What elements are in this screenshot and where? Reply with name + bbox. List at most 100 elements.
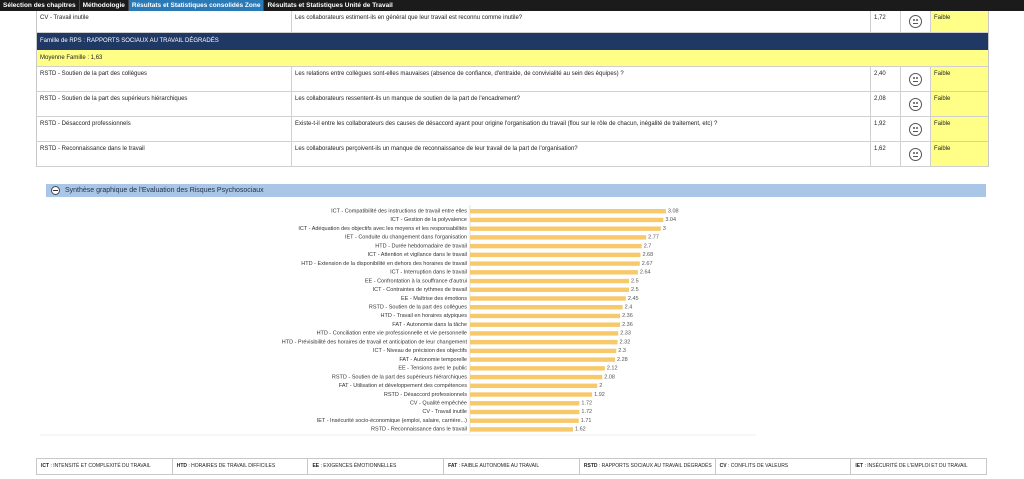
value-label: 2.7 (644, 243, 652, 249)
bar (470, 427, 574, 432)
bar (470, 235, 647, 240)
value-label: 2 (599, 383, 602, 389)
value-label: 2.5 (631, 278, 639, 284)
tab-resultats-unite[interactable]: Résultats et Statistiques Unité de Trava… (263, 0, 395, 11)
value-label: 2.33 (620, 331, 631, 337)
neutral-face-icon (909, 15, 922, 28)
row-question: Les collaborateurs estiment-ils en génér… (292, 11, 871, 32)
row-score: 2,08 (871, 92, 901, 116)
row-level: Faible (931, 142, 988, 166)
value-label: 2.36 (622, 322, 633, 328)
bar (470, 366, 605, 371)
row-level: Faible (931, 92, 988, 116)
value-label: 1.71 (581, 418, 592, 424)
bar (470, 331, 619, 336)
category-label: CV - Travail inutile (422, 409, 467, 415)
legend-item: EE : EXIGENCES ÉMOTIONNELLES (308, 459, 445, 474)
value-label: 2.12 (607, 366, 618, 372)
value-label: 2.3 (618, 348, 626, 354)
category-label: ICT - Adéquation des objectifs avec les … (298, 226, 467, 232)
table-row: RSTD - Soutien de la part des supérieurs… (37, 92, 988, 117)
category-label: IET - Conduite du changement dans l'orga… (345, 235, 467, 241)
face-cell (901, 117, 931, 141)
bar (470, 270, 638, 275)
value-label: 3.04 (665, 217, 676, 223)
value-label: 2.32 (620, 339, 631, 345)
row-item: RSTD - Reconnaissance dans le travail (37, 142, 292, 166)
category-label: HTD - Conciliation entre vie professionn… (317, 331, 467, 337)
row-level: Faible (931, 67, 988, 91)
bar (470, 305, 623, 310)
category-label: ICT - Niveau de précision des objectifs (373, 348, 467, 354)
top-navigation: Sélection des chapitres Méthodologie Rés… (0, 0, 1024, 11)
category-label: HTD - Extension de la disponibilité en d… (301, 261, 467, 267)
legend-item: ICT : INTENSITÉ ET COMPLEXITÉ DU TRAVAIL (37, 459, 173, 474)
value-label: 1.72 (581, 401, 592, 407)
category-label: ICT - Interruption dans le travail (390, 270, 467, 276)
tab-methodologie[interactable]: Méthodologie (78, 0, 128, 11)
value-label: 2.4 (625, 304, 633, 310)
category-label: HTD - Durée hebdomadaire de travail (375, 243, 467, 249)
neutral-face-icon (909, 97, 922, 111)
bar (470, 374, 603, 380)
bar (470, 401, 580, 406)
category-label: HTD - Travail en horaires atypiques (380, 313, 467, 319)
table-row: RSTD - Désaccord professionnels Existe-t… (37, 117, 988, 142)
value-label: 2.64 (640, 270, 651, 276)
category-label: FAT - Autonomie dans la tâche (392, 322, 467, 328)
value-label: 1.72 (581, 409, 592, 415)
row-level: Faible (931, 11, 988, 32)
bar (470, 322, 621, 327)
value-label: 2.28 (617, 357, 628, 363)
bar (470, 278, 629, 284)
neutral-face-icon (909, 122, 922, 136)
row-item: CV - Travail inutile (37, 11, 292, 32)
tab-resultats-zone[interactable]: Résultats et Statistiques consolidés Zon… (127, 0, 264, 11)
bar (470, 409, 580, 415)
category-label: ICT - Compatibilité des instructions de … (331, 208, 467, 214)
bar (470, 339, 618, 345)
row-question: Les relations entre collègues sont-elles… (292, 67, 871, 91)
results-table: CV - Travail inutile Les collaborateurs … (36, 11, 989, 167)
bar (470, 418, 579, 423)
category-label: EE - Tensions avec le public (398, 366, 467, 372)
category-label: EE - Maîtrise des émotions (401, 296, 467, 302)
synthesis-title: Synthèse graphique de l'Evaluation des R… (65, 187, 264, 194)
synthesis-bar-chart: ICT - Compatibilité des instructions de … (40, 205, 756, 436)
bar (470, 392, 593, 397)
face-cell (901, 92, 931, 116)
bar (470, 383, 598, 388)
row-score: 1,72 (871, 11, 901, 32)
row-item: RSTD - Désaccord professionnels (37, 117, 292, 141)
row-score: 1,92 (871, 117, 901, 141)
collapse-icon[interactable] (51, 186, 60, 195)
value-label: 2.45 (628, 296, 639, 302)
category-label: RSTD - Désaccord professionnels (384, 392, 467, 398)
value-label: 2.08 (604, 374, 615, 380)
synthesis-panel-header[interactable]: Synthèse graphique de l'Evaluation des R… (46, 184, 986, 197)
legend-item: IET : INSÉCURITÉ DE L'EMPLOI ET DU TRAVA… (855, 463, 968, 469)
table-row: RSTD - Soutien de la part des collègues … (37, 67, 988, 92)
bar (470, 209, 666, 214)
row-question: Existe-t-il entre les collaborateurs des… (292, 117, 871, 141)
table-row: RSTD - Reconnaissance dans le travail Le… (37, 142, 988, 167)
face-cell (901, 67, 931, 91)
category-label: RSTD - Soutien de la part des supérieurs… (332, 374, 467, 380)
category-label: ICT - Attention et vigilance dans le tra… (367, 252, 467, 258)
value-label: 2.67 (642, 261, 653, 267)
bar (470, 357, 616, 362)
category-label: ICT - Gestion de la polyvalence (390, 217, 467, 223)
value-label: 2.77 (648, 235, 659, 241)
value-label: 2.36 (622, 313, 633, 319)
value-label: 1.92 (594, 392, 605, 398)
tab-selection-chapitres[interactable]: Sélection des chapitres (3, 2, 76, 9)
bar (470, 243, 642, 249)
abbreviation-legend: ICT : INTENSITÉ ET COMPLEXITÉ DU TRAVAIL… (36, 458, 987, 475)
category-label: ICT - Contraintes de rythmes de travail (373, 287, 467, 293)
legend-item: FAT : FAIBLE AUTONOMIE AU TRAVAIL (444, 459, 580, 474)
category-label: IET - Insécurité socio-économique (emplo… (317, 418, 467, 424)
legend-item: HTD : HORAIRES DE TRAVAIL DIFFICILES (173, 459, 309, 474)
family-average: Moyenne Famille : 1,63 (37, 50, 988, 67)
row-score: 2,40 (871, 67, 901, 91)
value-label: 3.08 (668, 208, 679, 214)
